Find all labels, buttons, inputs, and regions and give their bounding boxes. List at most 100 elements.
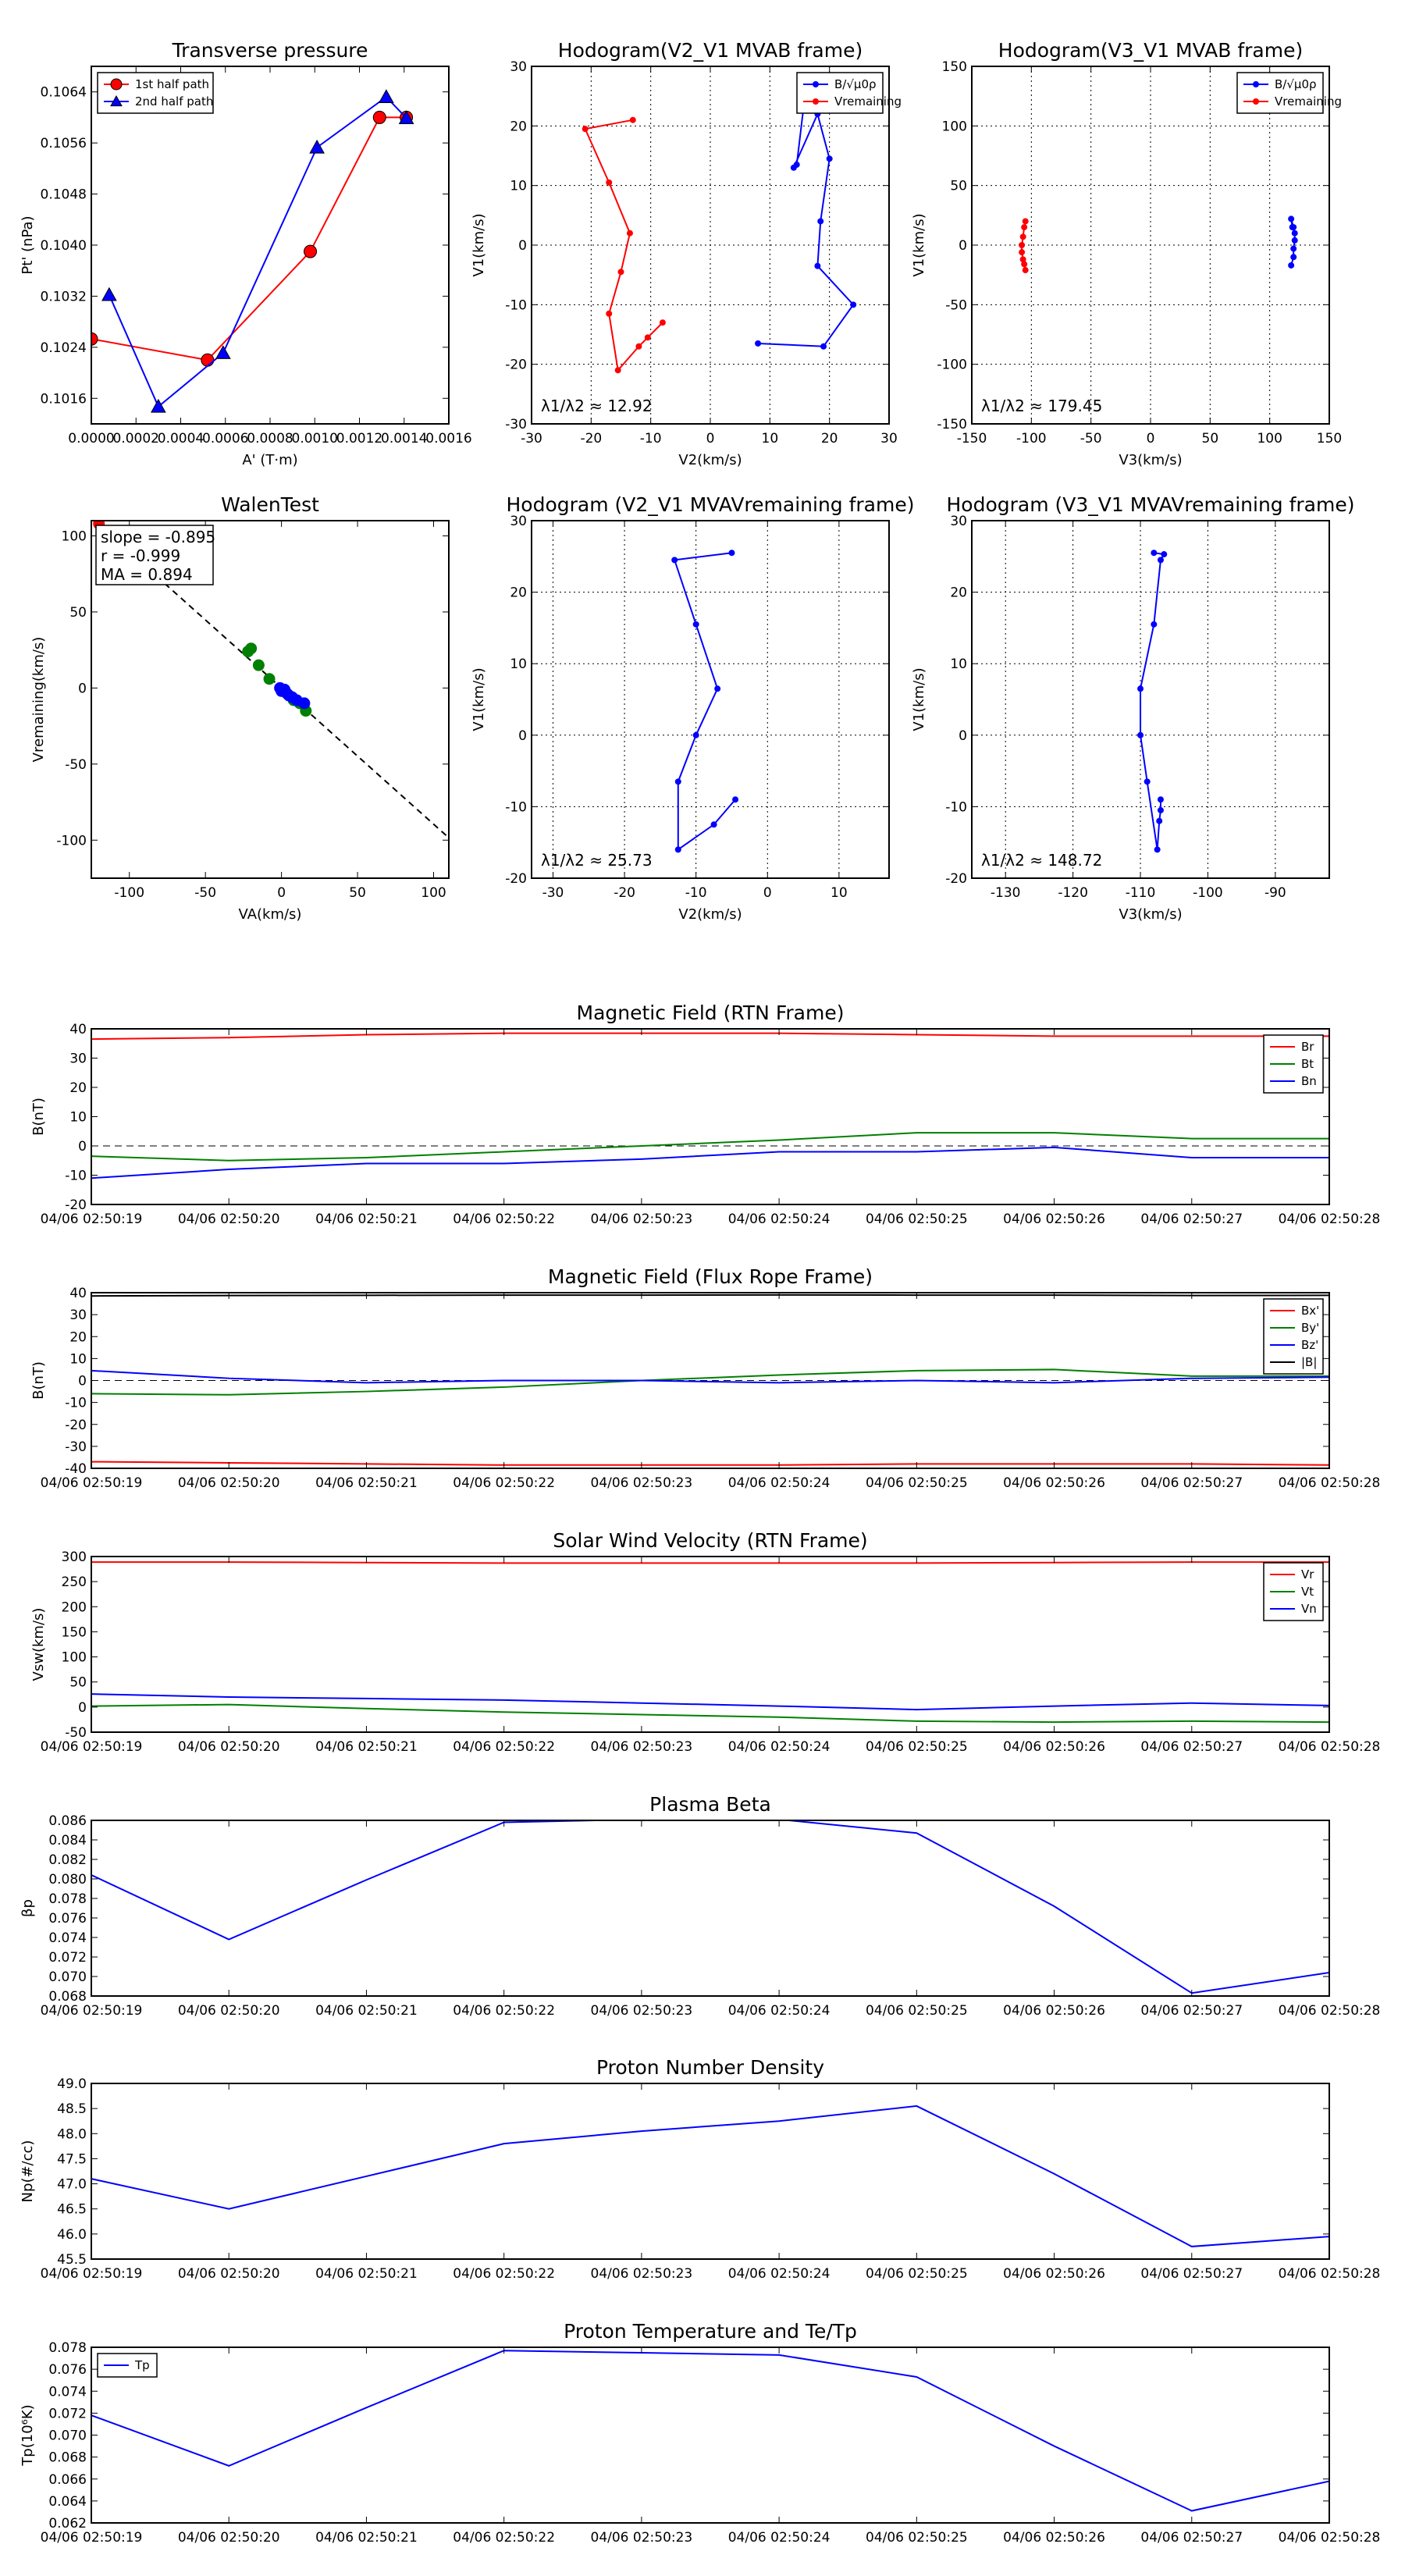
legend-label: Tp xyxy=(134,2358,150,2372)
y-tick-label: 30 xyxy=(510,514,527,529)
plot-frame xyxy=(971,520,1330,879)
x-tick-label: 0.0014 xyxy=(381,431,427,447)
y-tick-label: -10 xyxy=(65,1169,87,1184)
x-tick-label: -20 xyxy=(614,885,635,901)
y-tick-label: 10 xyxy=(950,656,967,672)
data-point xyxy=(714,685,721,692)
x-tick-label: 04/06 02:50:26 xyxy=(1003,2266,1105,2282)
plot-area xyxy=(91,2105,1329,2247)
y-tick-label: 0.1016 xyxy=(41,391,87,407)
x-tick-label: 0 xyxy=(1147,431,1155,447)
data-point xyxy=(644,334,651,341)
y-tick-label: 0 xyxy=(959,728,967,744)
plot-frame xyxy=(531,520,890,879)
series-line-By' xyxy=(91,1368,1329,1396)
data-point xyxy=(814,262,821,269)
x-tick-label: 0 xyxy=(763,885,772,901)
x-tick-label: -150 xyxy=(957,431,987,447)
data-point xyxy=(1137,685,1144,692)
y-tick-label: 50 xyxy=(69,605,87,621)
annotation-text: λ1/λ2 ≈ 148.72 xyxy=(981,851,1102,870)
x-tick-label: 20 xyxy=(821,431,838,447)
y-tick-label: 0 xyxy=(78,681,87,696)
series-line-Vr xyxy=(91,1561,1329,1564)
legend-box xyxy=(1236,72,1324,114)
y-tick-label: 100 xyxy=(942,119,967,134)
x-tick-label: -30 xyxy=(521,431,542,447)
legend-label: Vn xyxy=(1301,1602,1317,1616)
x-tick-label: 04/06 02:50:21 xyxy=(315,2266,418,2282)
chart-hodogram-v3v1-mvab: Hodogram(V3_V1 MVAB frame) -150 -100 -50 0 50… xyxy=(911,39,1342,468)
x-tick-label: 04/06 02:50:20 xyxy=(178,2530,280,2546)
x-tick-label: 04/06 02:50:23 xyxy=(591,2266,693,2282)
data-point xyxy=(817,218,824,225)
y-tick-label: 250 xyxy=(62,1574,87,1590)
x-tick-label: 04/06 02:50:23 xyxy=(591,2003,693,2019)
x-tick-label: 0.0008 xyxy=(247,431,293,447)
y-tick-label: -50 xyxy=(65,1725,87,1741)
plot-area xyxy=(91,1293,1329,1466)
legend-box xyxy=(796,72,884,114)
data-point xyxy=(1157,796,1164,803)
y-tick-label: 0.078 xyxy=(48,2340,87,2356)
y-tick-label: 30 xyxy=(69,1051,87,1067)
x-tick-label: 04/06 02:50:22 xyxy=(453,2266,555,2282)
x-axis-label: VA(km/s) xyxy=(239,906,302,923)
x-tick-label: 04/06 02:50:20 xyxy=(178,1739,280,1755)
y-tick-label: 20 xyxy=(950,585,967,601)
legend-marker xyxy=(1253,98,1259,105)
series-line-Vremaining xyxy=(584,119,663,372)
y-tick-label: 0.074 xyxy=(48,1930,87,1946)
x-tick-label: 04/06 02:50:27 xyxy=(1140,1739,1243,1755)
y-tick-label: 150 xyxy=(942,59,967,75)
y-tick-label: -10 xyxy=(65,1396,87,1411)
y-tick-label: 0.1040 xyxy=(41,238,87,254)
x-tick-label: 04/06 02:50:26 xyxy=(1003,2530,1105,2546)
data-point xyxy=(91,332,98,346)
series-line-V xyxy=(673,552,736,852)
chart-solar-wind-velocity: Solar Wind Velocity (RTN Frame) 04/06 02:… xyxy=(30,1529,1380,1755)
x-tick-label: 04/06 02:50:24 xyxy=(728,2266,831,2282)
y-tick-label: 0.072 xyxy=(48,2406,87,2421)
chart-mag-field-rtn: Magnetic Field (RTN Frame) 04/06 02:50:19… xyxy=(30,1002,1380,1227)
plot-area xyxy=(91,2350,1329,2512)
y-tick-label: 48.5 xyxy=(57,2101,87,2117)
x-tick-label: 100 xyxy=(1257,431,1282,447)
legend: Br Bt Bn xyxy=(1263,1034,1324,1094)
data-point xyxy=(1019,256,1026,263)
x-tick-label: 04/06 02:50:25 xyxy=(866,1475,968,1491)
y-tick-label: 20 xyxy=(510,119,527,134)
legend: 1st half path 2nd half path xyxy=(97,72,214,114)
y-tick-label: 0.074 xyxy=(48,2384,87,2400)
y-axis-label: Np(#/cc) xyxy=(20,2140,36,2203)
y-tick-label: 30 xyxy=(69,1308,87,1323)
chart-title: Solar Wind Velocity (RTN Frame) xyxy=(553,1529,867,1552)
y-tick-label: 0 xyxy=(78,1700,87,1716)
y-tick-label: 0 xyxy=(518,238,527,254)
x-tick-label: 0.0004 xyxy=(158,431,204,447)
y-tick-label: 0.072 xyxy=(48,1950,87,1966)
x-tick-label: 04/06 02:50:21 xyxy=(315,1739,418,1755)
x-tick-label: 04/06 02:50:27 xyxy=(1140,1475,1243,1491)
data-point xyxy=(298,697,311,710)
y-tick-label: -100 xyxy=(937,358,967,373)
y-axis-label: V1(km/s) xyxy=(471,213,487,276)
y-tick-label: 0.1024 xyxy=(41,340,87,356)
annotation-text: λ1/λ2 ≈ 12.92 xyxy=(541,397,653,415)
series-line-Br xyxy=(91,1032,1329,1041)
data-point xyxy=(820,343,827,350)
legend-label: 2nd half path xyxy=(135,94,213,109)
x-tick-label: 04/06 02:50:22 xyxy=(453,1739,555,1755)
x-tick-label: 04/06 02:50:19 xyxy=(41,1212,143,1227)
x-tick-label: 04/06 02:50:23 xyxy=(591,2530,693,2546)
x-tick-label: 04/06 02:50:23 xyxy=(591,1739,693,1755)
y-tick-label: -20 xyxy=(505,871,527,887)
legend-marker xyxy=(110,94,123,107)
data-point xyxy=(1151,621,1158,628)
y-tick-label: 0.064 xyxy=(48,2494,87,2510)
chart-hodogram-v2v1-mvav: Hodogram (V2_V1 MVAVremaining frame)-30-… xyxy=(471,493,915,923)
chart-proton-density: Proton Number Density 04/06 02:50:19 04/06… xyxy=(20,2056,1380,2282)
y-axis-label: βp xyxy=(20,1899,36,1917)
x-axis-label: A' (T·m) xyxy=(242,452,297,468)
